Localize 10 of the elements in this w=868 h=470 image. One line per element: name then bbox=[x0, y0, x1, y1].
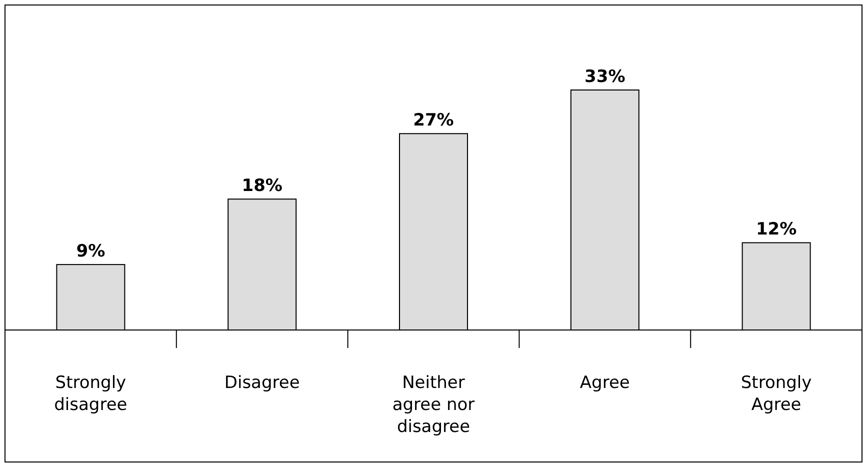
data-label: 33% bbox=[584, 67, 626, 87]
data-label: 9% bbox=[76, 242, 106, 262]
data-label: 27% bbox=[413, 110, 454, 131]
x-tick-label: Neither agree nor disagree bbox=[392, 373, 475, 437]
x-tick-label: Disagree bbox=[224, 373, 300, 393]
data-label: 12% bbox=[756, 220, 797, 240]
x-tick-label: Agree bbox=[580, 373, 630, 393]
data-label: 18% bbox=[242, 176, 282, 196]
x-tick-label: Strongly disagree bbox=[54, 373, 128, 415]
x-tick-label: Strongly Agree bbox=[740, 373, 812, 415]
